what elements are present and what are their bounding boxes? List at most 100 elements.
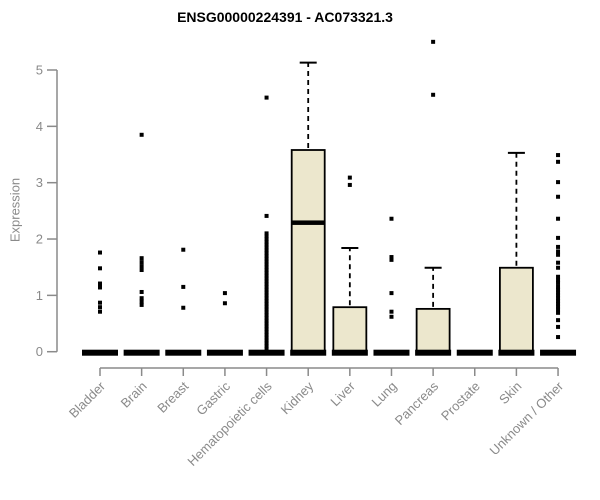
outlier-point [431, 92, 436, 97]
chart-title: ENSG00000224391 - AC073321.3 [177, 9, 393, 25]
outlier-point [98, 309, 102, 314]
outlier-point [264, 245, 269, 250]
outlier-point [556, 335, 561, 340]
outlier-point [264, 321, 269, 326]
y-tick-label: 3 [36, 175, 43, 190]
outlier-point [264, 213, 269, 218]
outlier-point [264, 296, 269, 301]
y-tick-label: 2 [36, 232, 43, 247]
outlier-point [264, 341, 269, 346]
outlier-point [139, 299, 144, 304]
outlier-point [389, 216, 394, 221]
outlier-point [98, 305, 102, 310]
outlier-point [556, 194, 561, 199]
outlier-point [556, 265, 561, 270]
outlier-point [556, 216, 561, 221]
outlier-point [556, 307, 561, 312]
outlier-point [264, 265, 269, 270]
outlier-point [556, 235, 561, 240]
x-category-label: Breast [154, 378, 191, 415]
outlier-point [389, 257, 394, 262]
outlier-point [139, 260, 144, 265]
outlier-point [347, 182, 352, 187]
x-category-label: Skin [496, 379, 524, 407]
zero-bar [290, 349, 327, 356]
outlier-point [181, 284, 186, 289]
outlier-point [556, 159, 561, 164]
outlier-point [264, 262, 269, 267]
x-category-label: Pancreas [392, 378, 442, 428]
outlier-point [556, 244, 561, 249]
outlier-point [556, 278, 561, 283]
zero-bar [82, 349, 118, 356]
outlier-point [264, 301, 269, 306]
outlier-point [264, 332, 269, 337]
outlier-point [556, 287, 561, 292]
outlier-point [264, 304, 269, 309]
outlier-point [264, 329, 269, 334]
x-category-label: Unknown / Other [487, 378, 567, 458]
x-category-label: Kidney [278, 378, 317, 417]
outlier-point [98, 281, 102, 286]
zero-bar [123, 349, 160, 356]
outlier-point [264, 242, 269, 247]
outlier-point [431, 39, 436, 44]
outlier-point [264, 237, 269, 242]
outlier-point [264, 268, 269, 273]
x-category-label: Brain [118, 379, 150, 411]
outlier-point [264, 290, 269, 295]
median-line [291, 220, 325, 225]
outlier-point [264, 95, 269, 100]
outlier-point [264, 273, 269, 278]
zero-bar [248, 349, 285, 356]
outlier-point [181, 305, 186, 310]
outlier-point [139, 302, 144, 307]
outlier-point [264, 270, 269, 275]
zero-bar [456, 349, 493, 356]
outlier-point [556, 290, 561, 295]
outlier-point [264, 298, 269, 303]
x-category-label: Bladder [66, 378, 109, 421]
zero-bar [165, 349, 202, 356]
outlier-point [556, 324, 561, 329]
outlier-point [556, 284, 561, 289]
outlier-point [556, 304, 561, 309]
outlier-point [556, 153, 561, 158]
outlier-point [264, 338, 269, 343]
zero-bar [498, 349, 535, 356]
x-category-label: Prostate [438, 379, 483, 424]
outlier-point [556, 298, 561, 303]
outlier-point [98, 266, 102, 271]
outlier-point [264, 231, 269, 236]
outlier-point [389, 291, 394, 296]
outlier-point [264, 248, 269, 253]
outlier-point [556, 252, 561, 257]
x-category-label: Liver [327, 378, 358, 409]
outlier-point [264, 324, 269, 329]
outlier-point [139, 289, 144, 294]
outlier-point [264, 253, 269, 258]
outlier-point [139, 256, 144, 261]
outlier-point [264, 327, 269, 332]
outlier-point [556, 180, 561, 185]
zero-bar [373, 349, 410, 356]
outlier-point [264, 251, 269, 256]
outlier-point [264, 346, 269, 351]
outlier-point [389, 314, 394, 319]
zero-bar [206, 349, 243, 356]
y-tick-label: 5 [36, 63, 43, 78]
zero-bar [540, 349, 577, 356]
x-category-label: Lung [369, 379, 400, 410]
box-body [332, 306, 368, 353]
outlier-point [264, 287, 269, 292]
outlier-point [264, 313, 269, 318]
outlier-point [98, 250, 102, 255]
y-tick-label: 1 [36, 288, 43, 303]
outlier-point [139, 264, 144, 269]
outlier-point [264, 284, 269, 289]
outlier-point [264, 259, 269, 264]
outlier-point [347, 175, 352, 180]
outlier-point [264, 279, 269, 284]
outlier-point [389, 309, 394, 314]
outlier-point [264, 318, 269, 323]
